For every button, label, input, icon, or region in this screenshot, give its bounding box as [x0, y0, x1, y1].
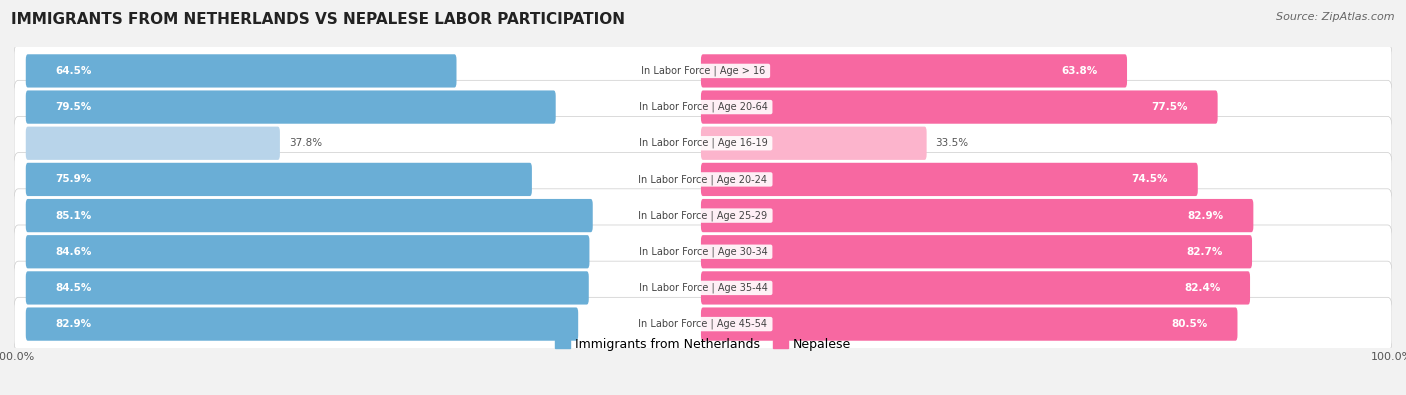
Text: In Labor Force | Age 16-19: In Labor Force | Age 16-19: [636, 138, 770, 149]
Text: 80.5%: 80.5%: [1171, 319, 1208, 329]
FancyBboxPatch shape: [25, 199, 593, 232]
FancyBboxPatch shape: [14, 225, 1392, 278]
FancyBboxPatch shape: [14, 297, 1392, 351]
FancyBboxPatch shape: [25, 54, 457, 88]
Text: 82.9%: 82.9%: [1188, 211, 1223, 220]
FancyBboxPatch shape: [25, 271, 589, 305]
Text: 63.8%: 63.8%: [1062, 66, 1098, 76]
Text: 33.5%: 33.5%: [935, 138, 969, 148]
Text: In Labor Force | Age 20-64: In Labor Force | Age 20-64: [636, 102, 770, 112]
FancyBboxPatch shape: [14, 80, 1392, 134]
FancyBboxPatch shape: [25, 307, 578, 341]
Text: In Labor Force | Age 45-54: In Labor Force | Age 45-54: [636, 319, 770, 329]
FancyBboxPatch shape: [702, 271, 1250, 305]
Text: In Labor Force | Age 35-44: In Labor Force | Age 35-44: [636, 283, 770, 293]
Text: 77.5%: 77.5%: [1152, 102, 1188, 112]
FancyBboxPatch shape: [702, 127, 927, 160]
FancyBboxPatch shape: [702, 307, 1237, 341]
FancyBboxPatch shape: [702, 235, 1251, 268]
FancyBboxPatch shape: [14, 189, 1392, 243]
FancyBboxPatch shape: [14, 117, 1392, 170]
FancyBboxPatch shape: [25, 235, 589, 268]
FancyBboxPatch shape: [25, 127, 280, 160]
FancyBboxPatch shape: [25, 163, 531, 196]
Text: 84.6%: 84.6%: [55, 247, 91, 257]
Text: 75.9%: 75.9%: [55, 175, 91, 184]
Text: 84.5%: 84.5%: [55, 283, 91, 293]
FancyBboxPatch shape: [14, 152, 1392, 206]
Text: Source: ZipAtlas.com: Source: ZipAtlas.com: [1277, 12, 1395, 22]
FancyBboxPatch shape: [14, 261, 1392, 315]
FancyBboxPatch shape: [702, 90, 1218, 124]
Text: 74.5%: 74.5%: [1132, 175, 1168, 184]
FancyBboxPatch shape: [702, 54, 1128, 88]
Legend: Immigrants from Netherlands, Nepalese: Immigrants from Netherlands, Nepalese: [550, 333, 856, 356]
Text: 79.5%: 79.5%: [55, 102, 91, 112]
Text: 82.9%: 82.9%: [55, 319, 91, 329]
FancyBboxPatch shape: [25, 90, 555, 124]
Text: 82.7%: 82.7%: [1187, 247, 1222, 257]
Text: 82.4%: 82.4%: [1184, 283, 1220, 293]
Text: 37.8%: 37.8%: [288, 138, 322, 148]
FancyBboxPatch shape: [14, 44, 1392, 98]
Text: In Labor Force | Age 25-29: In Labor Force | Age 25-29: [636, 210, 770, 221]
Text: IMMIGRANTS FROM NETHERLANDS VS NEPALESE LABOR PARTICIPATION: IMMIGRANTS FROM NETHERLANDS VS NEPALESE …: [11, 12, 626, 27]
Text: 64.5%: 64.5%: [55, 66, 91, 76]
FancyBboxPatch shape: [702, 163, 1198, 196]
FancyBboxPatch shape: [702, 199, 1253, 232]
Text: In Labor Force | Age > 16: In Labor Force | Age > 16: [638, 66, 768, 76]
Text: In Labor Force | Age 30-34: In Labor Force | Age 30-34: [636, 246, 770, 257]
Text: 85.1%: 85.1%: [55, 211, 91, 220]
Text: In Labor Force | Age 20-24: In Labor Force | Age 20-24: [636, 174, 770, 185]
